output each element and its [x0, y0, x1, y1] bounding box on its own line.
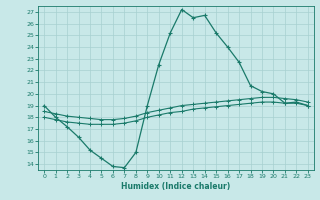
X-axis label: Humidex (Indice chaleur): Humidex (Indice chaleur)	[121, 182, 231, 191]
